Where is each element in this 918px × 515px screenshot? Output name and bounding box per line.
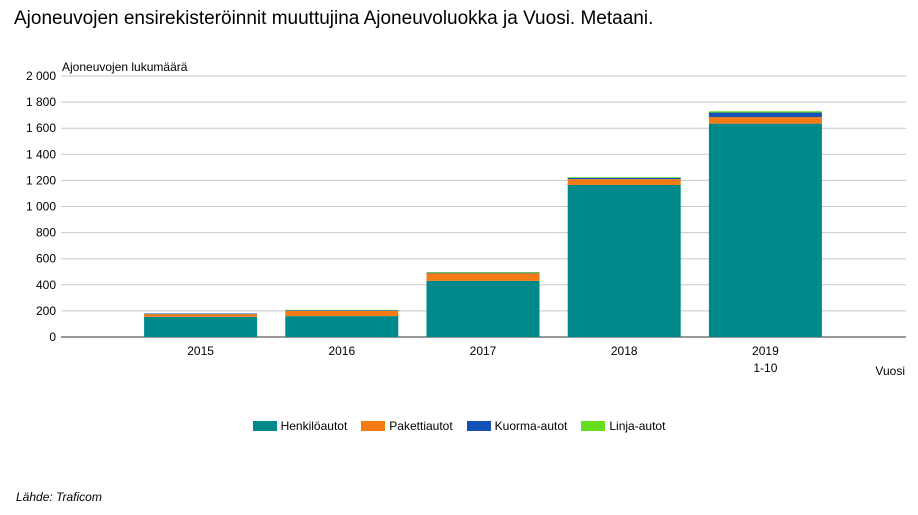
bar-segment [708,112,822,118]
legend-item: Kuorma-autot [466,419,568,433]
bar-segment [567,177,681,178]
x-tick-label: 2016 [328,344,355,358]
bar-segment [426,280,540,337]
y-tick-label: 800 [36,226,56,240]
x-tick-label: 2018 [611,344,638,358]
x-tick-label: 1-10 [753,361,777,375]
y-tick-label: 1 400 [26,147,56,161]
x-axis-label: Vuosi [875,364,905,378]
y-axis-label: Ajoneuvojen lukumäärä [62,60,188,74]
bar-segment [285,310,399,311]
legend-item: Pakettiautot [361,419,453,433]
bar-segment [567,177,681,180]
bar-segment [708,123,822,337]
bar-segment [426,272,540,274]
legend-swatch [466,421,491,431]
y-tick-label: 200 [36,304,56,318]
y-tick-label: 400 [36,278,56,292]
legend-swatch [252,421,277,431]
y-tick-label: 600 [36,252,56,266]
bar-segment [426,272,540,273]
legend-label: Kuorma-autot [494,419,568,433]
legend-swatch [581,421,606,431]
legend-label: Henkilöautot [280,419,348,433]
y-tick-label: 1 800 [26,95,56,109]
y-tick-label: 0 [49,330,56,344]
source-note: Lähde: Traficom [16,490,102,504]
legend-label: Pakettiautot [389,419,453,433]
x-tick-label: 2015 [187,344,214,358]
chart-legend: Henkilöautot Pakettiautot Kuorma-autot Linj… [0,419,918,433]
y-tick-label: 1 000 [26,200,56,214]
bar-segment [708,117,822,124]
legend-label: Linja-autot [609,419,666,433]
bar-segment [144,316,258,337]
bar-segment [285,316,399,337]
legend-item: Linja-autot [581,419,665,433]
bar-segment [144,314,258,317]
bar-segment [285,310,399,317]
y-tick-label: 1 200 [26,173,56,187]
x-tick-label: 2019 [752,344,779,358]
legend-item: Henkilöautot [252,419,348,433]
bar-segment [708,111,822,113]
chart-title: Ajoneuvojen ensirekisteröinnit muuttujin… [14,8,654,29]
y-tick-label: 1 600 [26,121,56,135]
bar-segment [567,184,681,337]
legend-swatch [361,421,386,431]
bar-segment [426,273,540,281]
x-tick-label: 2017 [470,344,497,358]
bar-segment [144,313,258,315]
y-tick-label: 2 000 [26,69,56,83]
bar-segment [567,179,681,185]
